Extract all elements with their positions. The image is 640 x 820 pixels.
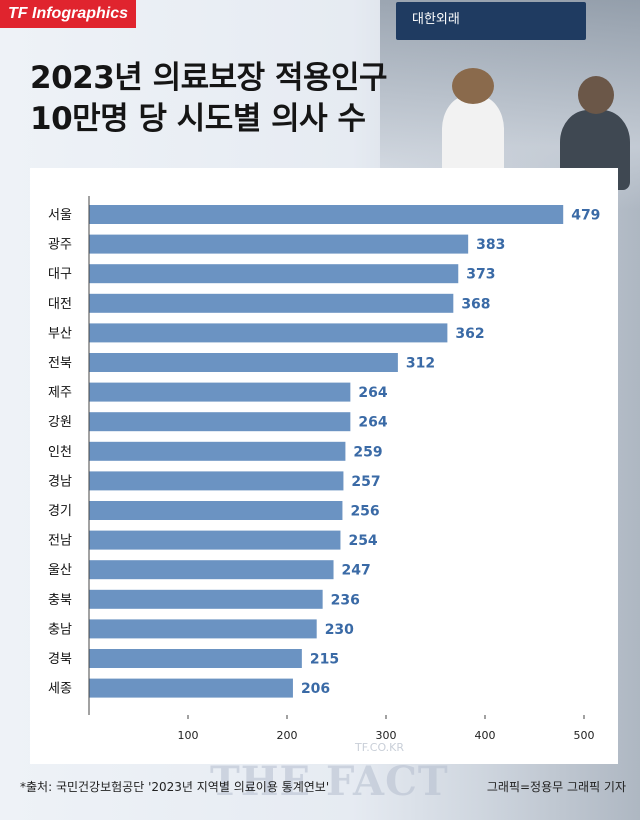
bar	[89, 441, 346, 461]
hospital-sign: 대한외래	[396, 2, 586, 40]
category-label: 대전	[48, 297, 72, 312]
category-label: 경북	[48, 652, 72, 667]
data-label: 247	[342, 563, 371, 579]
hospital-sign-text: 대한외래	[412, 12, 460, 27]
chart-panel: 서울 479 광주 383 대구 373 대전 368 부산 362 전북 312 제주 264 강원 264…	[30, 168, 618, 764]
person-silhouette	[442, 96, 504, 180]
data-label: 257	[351, 474, 380, 490]
watermark-logo: THE FACT	[210, 758, 449, 805]
bar	[89, 205, 564, 224]
bar	[89, 234, 469, 254]
data-label: 312	[406, 356, 435, 372]
x-tick-label: 400	[475, 729, 496, 742]
bar	[89, 560, 334, 580]
source-note: *출처: 국민건강보험공단 '2023년 지역별 의료이용 통계연보'	[20, 780, 330, 794]
data-label: 383	[476, 237, 505, 253]
data-label: 230	[325, 622, 354, 638]
x-tick-label: 100	[178, 729, 199, 742]
x-tick-label: 500	[574, 729, 595, 742]
data-label: 362	[455, 326, 484, 342]
data-label: 215	[310, 652, 339, 668]
x-tick-label: 200	[277, 729, 298, 742]
x-tick-label: 300	[376, 729, 397, 742]
watermark-url: TF.CO.KR	[355, 741, 405, 754]
data-label: 206	[301, 681, 330, 697]
bar	[89, 382, 351, 402]
category-label: 대구	[48, 267, 72, 282]
data-label: 254	[348, 533, 377, 549]
tf-infographics-badge: TF Infographics	[0, 0, 136, 28]
bar	[89, 412, 351, 432]
category-label: 울산	[48, 563, 72, 578]
data-label: 236	[331, 592, 360, 608]
data-label: 259	[353, 444, 382, 460]
category-label: 충북	[48, 593, 72, 608]
person-silhouette	[452, 68, 494, 104]
category-label: 경남	[48, 474, 72, 489]
bar	[89, 353, 398, 372]
graphic-credit: 그래픽=정용무 그래픽 기자	[486, 780, 626, 794]
category-label: 부산	[48, 326, 72, 341]
person-silhouette	[578, 76, 614, 114]
bar	[89, 619, 317, 639]
bar	[89, 264, 459, 284]
category-label: 인천	[48, 445, 72, 460]
page-title: 2023년 의료보장 적용인구 10만명 당 시도별 의사 수	[30, 58, 450, 140]
category-label: 전남	[48, 534, 72, 549]
bar	[89, 501, 343, 520]
category-label: 경기	[48, 504, 72, 519]
bar	[89, 323, 448, 343]
title-line-2: 10만명 당 시도별 의사 수	[30, 101, 366, 137]
category-label: 세종	[48, 682, 72, 697]
bar	[89, 471, 344, 491]
data-label: 479	[571, 208, 600, 224]
bar	[89, 678, 293, 698]
data-label: 373	[466, 267, 495, 283]
bar	[89, 589, 323, 609]
bar	[89, 649, 302, 668]
title-line-1: 2023년 의료보장 적용인구	[30, 60, 388, 96]
category-label: 전북	[48, 356, 72, 371]
category-label: 서울	[48, 208, 72, 223]
data-label: 256	[350, 504, 379, 520]
category-label: 강원	[48, 415, 72, 430]
category-label: 충남	[48, 622, 72, 637]
bar	[89, 530, 341, 550]
data-label: 368	[461, 296, 490, 312]
data-label: 264	[358, 385, 387, 401]
category-label: 광주	[48, 238, 72, 253]
bar	[89, 293, 454, 313]
data-label: 264	[358, 415, 387, 431]
category-label: 제주	[48, 386, 72, 401]
bar-chart: 서울 479 광주 383 대구 373 대전 368 부산 362 전북 312 제주 264 강원 264…	[48, 196, 600, 742]
